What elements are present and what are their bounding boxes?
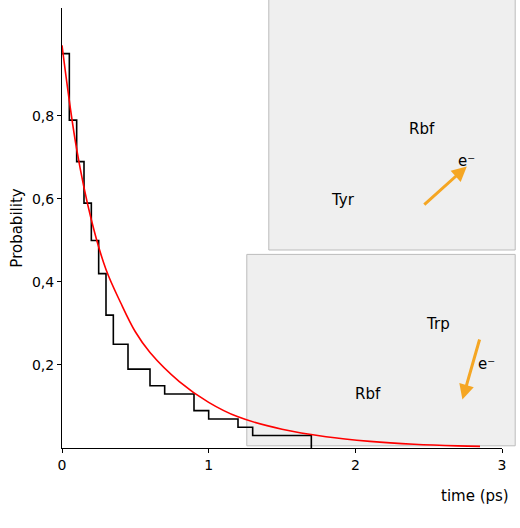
svg-text:e⁻: e⁻ [458, 152, 475, 170]
svg-text:0,2: 0,2 [32, 357, 54, 373]
svg-text:Rbf: Rbf [409, 120, 435, 138]
svg-text:0,4: 0,4 [32, 274, 54, 290]
svg-text:1: 1 [204, 457, 213, 473]
svg-text:time (ps): time (ps) [441, 487, 509, 505]
svg-text:2: 2 [351, 457, 360, 473]
svg-text:Trp: Trp [426, 315, 450, 333]
svg-text:Tyr: Tyr [331, 191, 355, 209]
svg-text:0: 0 [58, 457, 67, 473]
svg-text:Probability: Probability [8, 188, 26, 267]
svg-text:0,6: 0,6 [32, 191, 54, 207]
svg-text:3: 3 [498, 457, 507, 473]
svg-text:Rbf: Rbf [355, 385, 381, 403]
svg-text:0,8: 0,8 [32, 108, 54, 124]
svg-text:e⁻: e⁻ [478, 355, 495, 373]
